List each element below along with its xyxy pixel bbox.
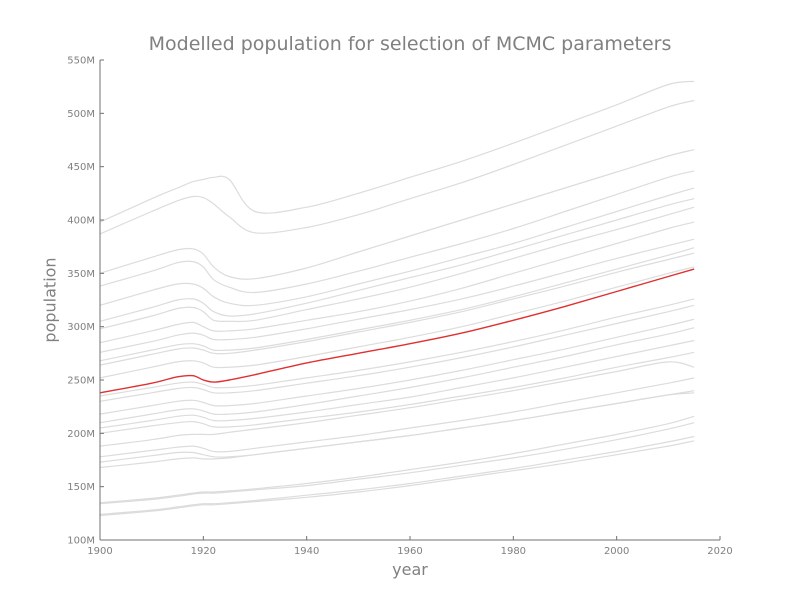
axes-layer: 1900 1920 1940 1960 1980 2000 2020 100M 150M 200M…	[67, 56, 732, 558]
series-line-22	[99, 392, 695, 469]
series-line-4	[99, 170, 695, 294]
series-line-25	[99, 435, 695, 515]
series-line-6	[99, 198, 695, 322]
series-line-20	[99, 377, 695, 458]
x-tick-label: 1920	[191, 546, 216, 557]
y-tick-label: 500M	[67, 109, 95, 120]
y-tick-label: 350M	[67, 269, 95, 280]
x-tick-label: 2000	[604, 546, 629, 557]
y-tick-label: 300M	[67, 322, 95, 333]
series-line-13	[99, 298, 695, 397]
y-tick-label: 100M	[67, 536, 95, 547]
series-line-11	[99, 252, 695, 366]
series-line-19	[99, 361, 695, 447]
y-tick-label: 550M	[67, 56, 95, 67]
series-line-12	[99, 266, 695, 379]
x-axis-label: year	[392, 560, 428, 579]
series-line-18	[99, 351, 695, 434]
x-tick-label: 1960	[397, 546, 422, 557]
series-line-21	[99, 390, 695, 463]
series-line-16	[99, 327, 695, 424]
series-line-15	[99, 318, 695, 415]
series-layer	[99, 80, 695, 517]
x-tick-label: 2020	[707, 546, 732, 557]
series-line-10	[99, 247, 695, 362]
y-tick-label: 400M	[67, 216, 95, 227]
series-line-9	[99, 238, 695, 353]
x-tick-label: 1940	[294, 546, 319, 557]
series-line-7	[99, 206, 695, 330]
series-line-5	[99, 187, 695, 307]
series-line-17	[99, 339, 695, 429]
x-tick-label: 1980	[501, 546, 526, 557]
y-tick-label: 150M	[67, 482, 95, 493]
series-line-2	[99, 99, 695, 235]
highlighted-series-line	[99, 268, 695, 394]
series-line-24	[99, 422, 695, 505]
x-tick-label: 1900	[87, 546, 112, 557]
series-line-3	[99, 149, 695, 280]
chart-title: Modelled population for selection of MCM…	[148, 33, 672, 55]
y-tick-label: 250M	[67, 376, 95, 387]
series-line-14	[99, 304, 695, 402]
y-tick-label: 200M	[67, 429, 95, 440]
series-line-1	[99, 80, 695, 223]
y-tick-label: 450M	[67, 162, 95, 173]
series-line-8	[99, 221, 695, 344]
series-line-26	[99, 440, 695, 517]
series-line-23	[99, 415, 695, 504]
